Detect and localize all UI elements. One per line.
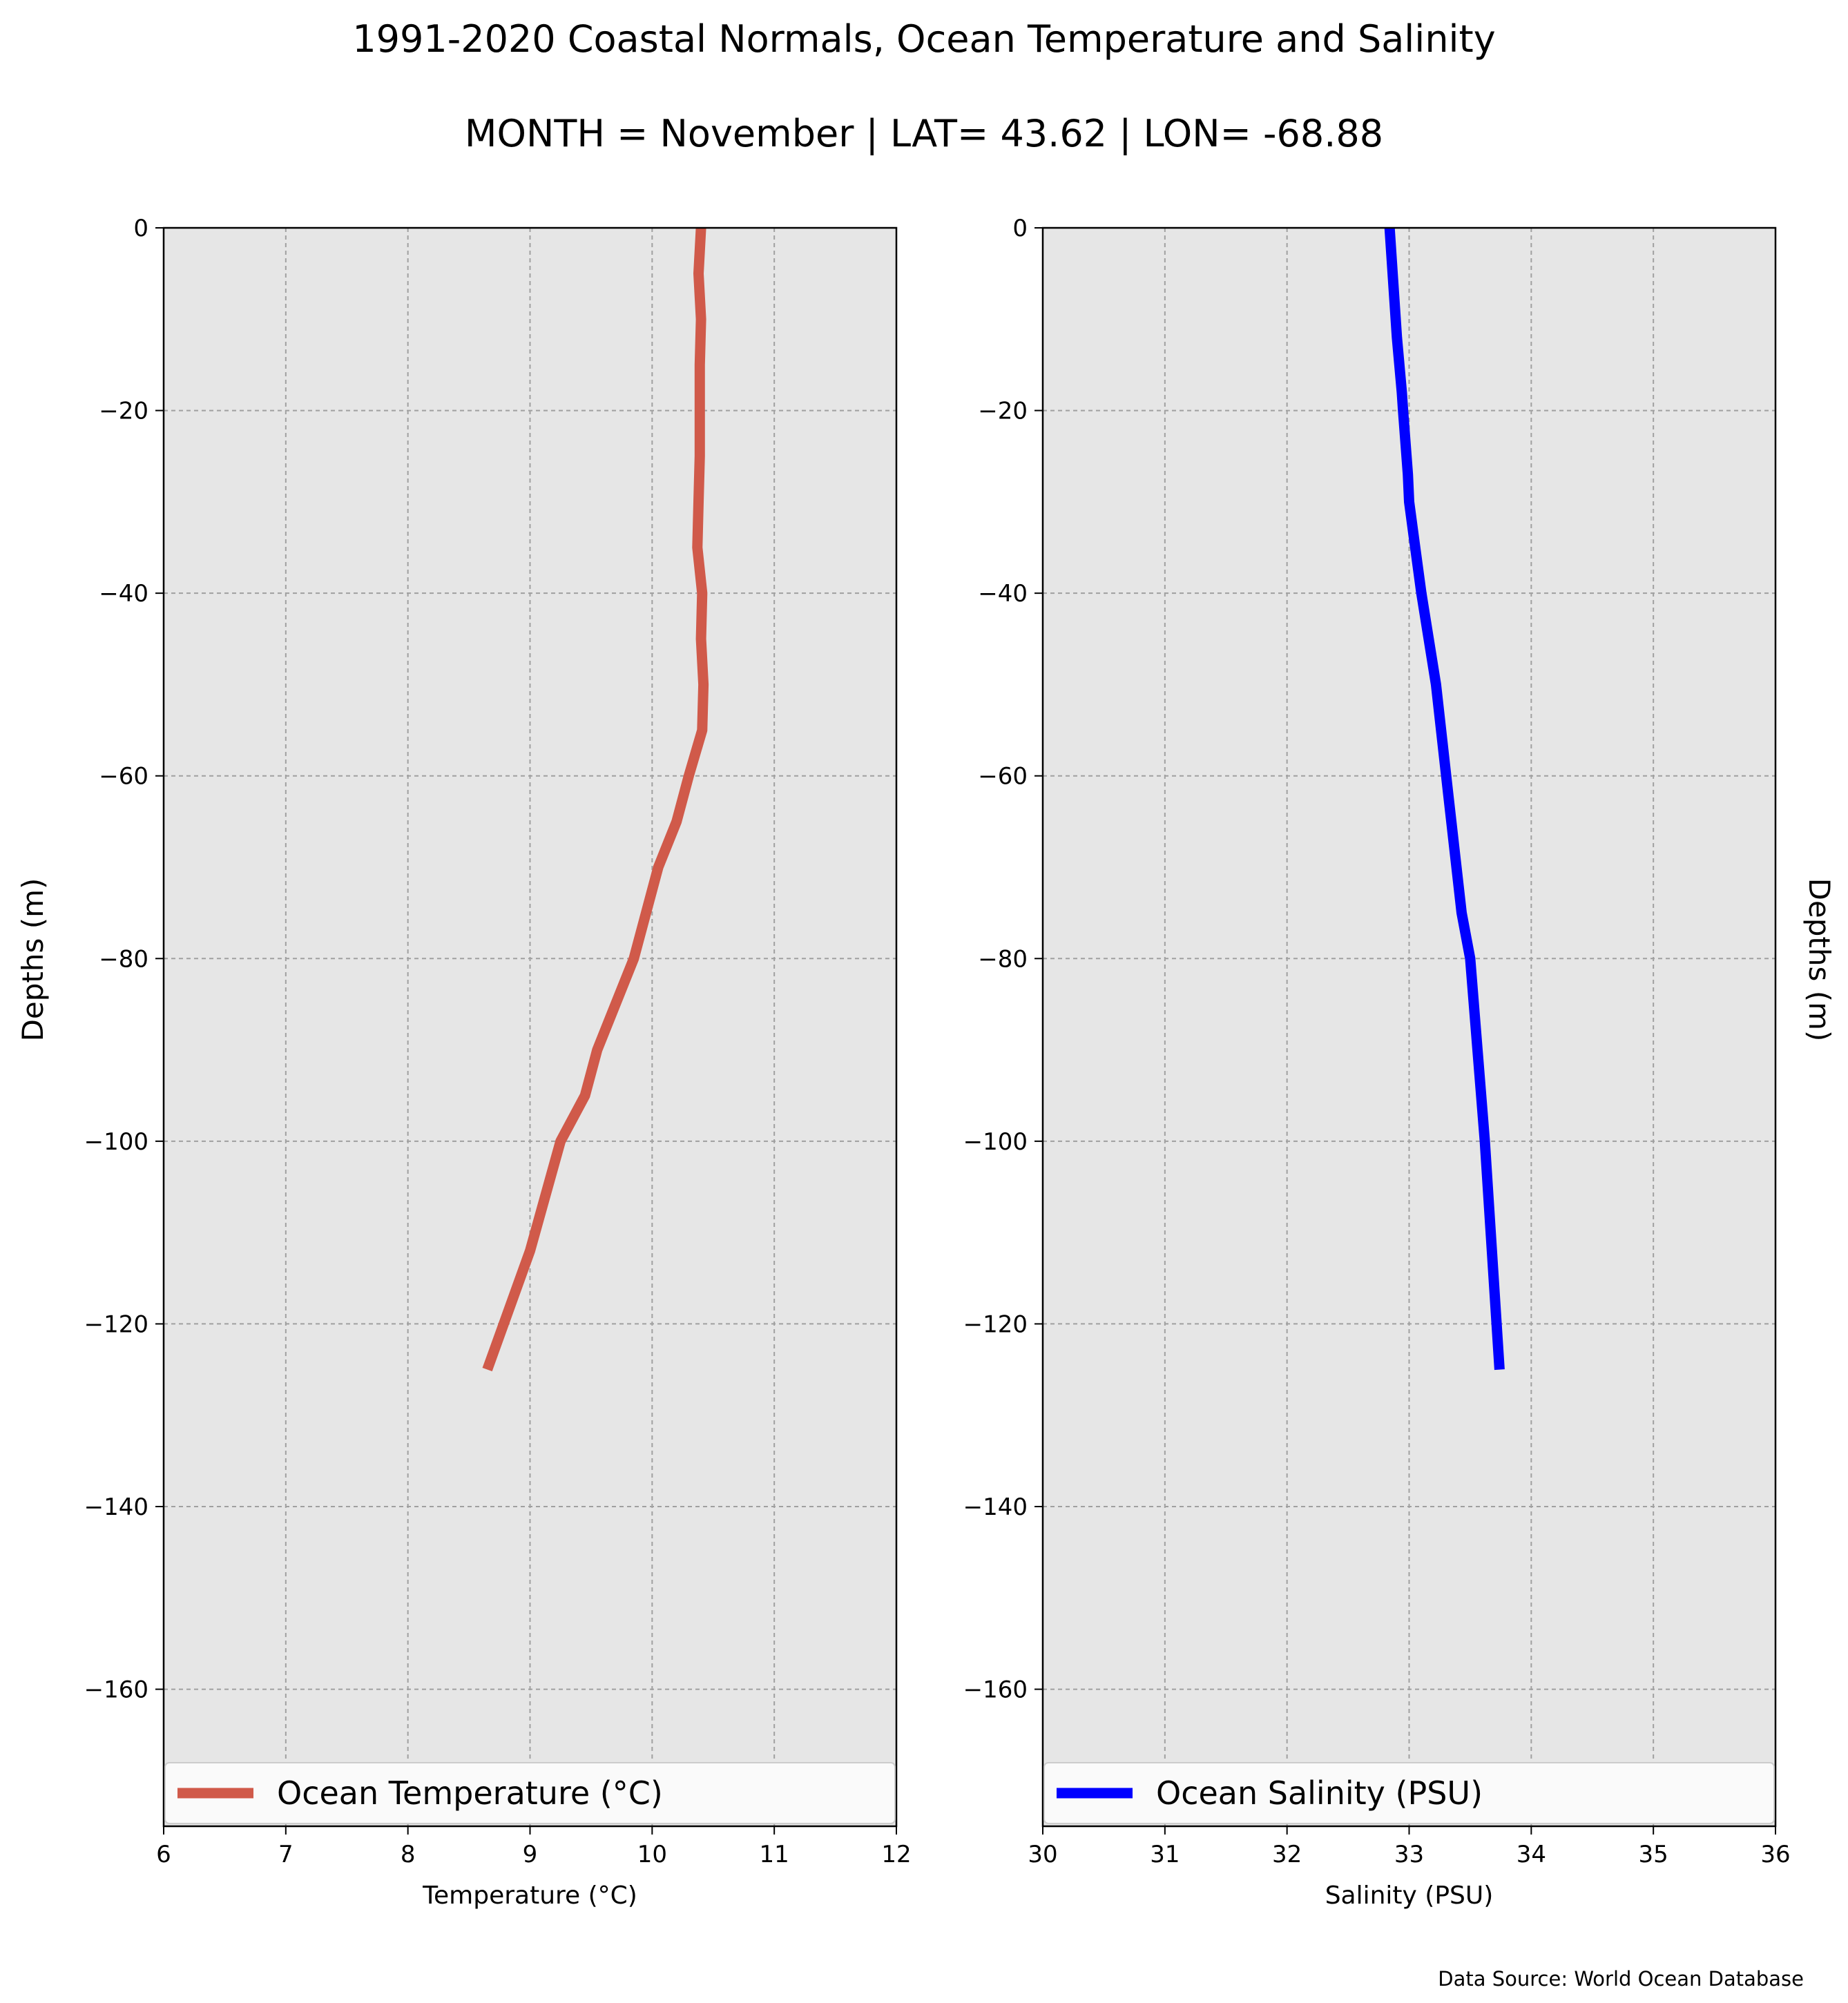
- legend-box: [164, 1762, 896, 1824]
- plot-frame: [1041, 226, 1777, 1828]
- y-tick-label: −120: [84, 1310, 148, 1338]
- salinity-panel: 30 31 32 33 34 35 36 0 −20 −40 −60 −80 −100 −120 −140 −…: [963, 215, 1791, 1910]
- figure-title: 1991-2020 Coastal Normals, Ocean Tempera…: [352, 17, 1495, 61]
- temperature-panel: 6 7 8 9 10 11 12 0 −20 −40 −60 −80 −100 −120 −140 −160 O…: [84, 215, 912, 1910]
- legend-label: Ocean Salinity (PSU): [1156, 1774, 1483, 1812]
- right-y-axis-label: Depths (m): [1802, 878, 1836, 1042]
- x-tick-label: 31: [1150, 1841, 1180, 1868]
- y-tick-label: −140: [963, 1493, 1028, 1521]
- y-tick-label: −40: [99, 580, 148, 608]
- series-line: [1384, 227, 1505, 1371]
- x-tick-label: 35: [1639, 1841, 1668, 1868]
- x-tick-label: 9: [523, 1841, 538, 1868]
- x-tick-label: 32: [1272, 1841, 1302, 1868]
- x-axis-label: Salinity (PSU): [1325, 1881, 1494, 1910]
- y-tick-label: −80: [978, 945, 1028, 973]
- y-tick-label: −40: [978, 580, 1028, 608]
- plot-frame: [162, 226, 898, 1828]
- y-tick-label: −140: [84, 1493, 148, 1521]
- figure-subtitle: MONTH = November | LAT= 43.62 | LON= -68…: [465, 112, 1383, 155]
- x-tick-label: 30: [1028, 1841, 1057, 1868]
- x-tick-label: 6: [156, 1841, 171, 1868]
- x-tick-label: 7: [278, 1841, 293, 1868]
- y-tick-label: −100: [963, 1128, 1028, 1156]
- y-tick-label: −120: [963, 1310, 1028, 1338]
- x-tick-label: 34: [1517, 1841, 1546, 1868]
- x-tick-label: 36: [1760, 1841, 1790, 1868]
- left-y-axis-label: Depths (m): [16, 878, 50, 1042]
- x-tick-label: 11: [760, 1841, 789, 1868]
- x-tick-label: 8: [401, 1841, 416, 1868]
- y-tick-label: −80: [99, 945, 148, 973]
- x-tick-label: 10: [637, 1841, 667, 1868]
- data-source-note: Data Source: World Ocean Database: [1438, 1967, 1804, 1991]
- y-tick-label: −160: [84, 1676, 148, 1704]
- y-tick-label: −60: [99, 763, 148, 791]
- y-tick-label: −20: [978, 398, 1028, 425]
- legend-box: [1043, 1762, 1775, 1824]
- series-line: [482, 227, 709, 1372]
- y-tick-label: 0: [133, 215, 148, 242]
- y-tick-label: −20: [99, 398, 148, 425]
- x-tick-label: 12: [881, 1841, 911, 1868]
- x-axis-label: Temperature (°C): [422, 1881, 637, 1910]
- y-tick-label: −100: [84, 1128, 148, 1156]
- y-tick-label: −160: [963, 1676, 1028, 1704]
- x-tick-label: 33: [1394, 1841, 1424, 1868]
- legend-label: Ocean Temperature (°C): [277, 1774, 663, 1812]
- y-tick-label: 0: [1012, 215, 1028, 242]
- y-tick-label: −60: [978, 763, 1028, 791]
